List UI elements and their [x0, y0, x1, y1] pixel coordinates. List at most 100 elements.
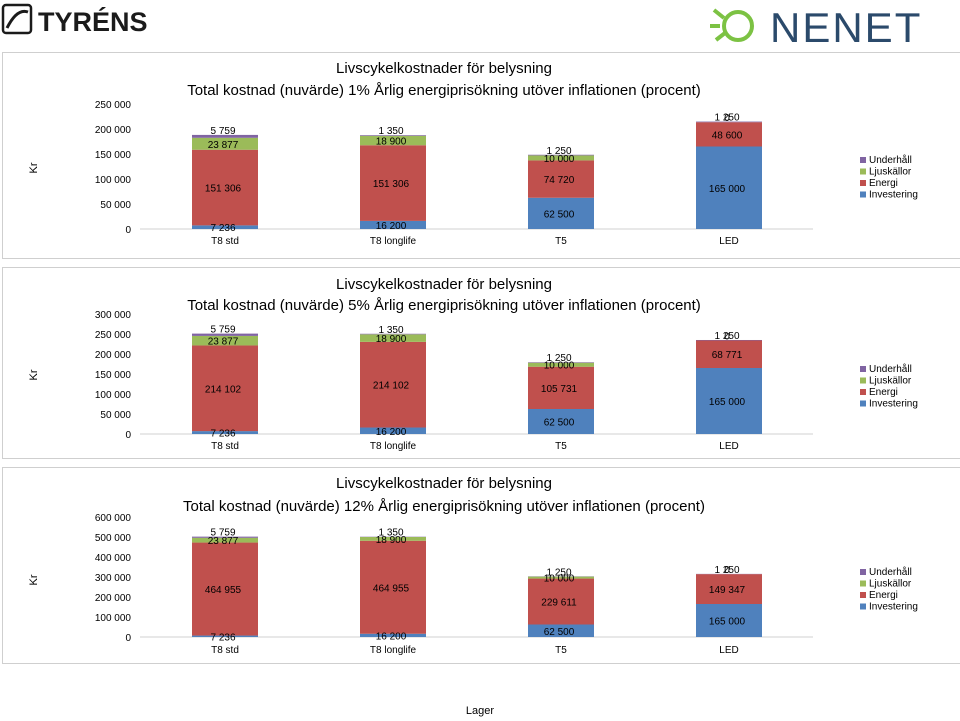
chart-12pct: Livscykelkostnader för belysning Total ko…: [28, 475, 918, 656]
nenet-sun-icon: [710, 8, 754, 42]
data-label-underhall-led: 1 250: [714, 565, 739, 576]
data-label-ljuskallor-led: 0: [724, 565, 730, 576]
y-tick-label: 300 000: [95, 573, 132, 584]
data-label-underhall-t8-std: 5 759: [210, 126, 235, 137]
bar-ljuskallor-t5: [528, 576, 594, 579]
bar-underhall-t8-std: [192, 134, 258, 138]
x-tick-label-led: LED: [719, 236, 738, 247]
x-tick-label-t5: T5: [555, 236, 567, 247]
y-axis-label: Kr: [28, 574, 40, 585]
data-label-energi-t8-std: 464 955: [205, 585, 242, 596]
y-tick-label: 200 000: [95, 125, 132, 136]
bar-investering-t8-longlife: [360, 427, 426, 434]
bar-underhall-led: [696, 339, 762, 341]
y-tick-label: 0: [125, 225, 131, 236]
chart-title: Livscykelkostnader för belysning: [336, 60, 552, 77]
bar-investering-t5: [528, 624, 594, 637]
data-label-energi-t8-longlife: 464 955: [373, 583, 410, 594]
tyrens-logo-mark-curve: [5, 9, 29, 29]
data-label-investering-led: 165 000: [709, 184, 746, 195]
data-label-energi-t8-std: 151 306: [205, 184, 242, 195]
bar-energi-t8-std: [192, 345, 258, 432]
nenet-logo-text: NENET: [770, 4, 922, 48]
nenet-logo: NENET: [710, 4, 922, 48]
chart-subtitle: Total kostnad (nuvärde) 12% Årlig energi…: [183, 498, 705, 515]
legend-swatch-underhall: [860, 366, 866, 372]
bar-energi-t5: [528, 160, 594, 198]
y-tick-label: 100 000: [95, 175, 132, 186]
bar-energi-t8-longlife: [360, 341, 426, 428]
bar-ljuskallor-t8-std: [192, 537, 258, 543]
data-label-ljuskallor-t5: 10 000: [544, 574, 575, 585]
y-tick-label: 0: [125, 633, 131, 644]
bar-ljuskallor-t5: [528, 362, 594, 367]
data-label-energi-led: 149 347: [709, 585, 746, 596]
x-tick-label-t8-longlife: T8 longlife: [370, 645, 417, 656]
bar-investering-led: [696, 146, 762, 229]
data-label-investering-t8-std: 7 236: [210, 223, 235, 234]
y-tick-label: 200 000: [95, 350, 132, 361]
bar-energi-t5: [528, 578, 594, 625]
bar-investering-t8-longlife: [360, 220, 426, 229]
legend-swatch-underhall: [860, 569, 866, 575]
data-label-underhall-led: 1 250: [714, 113, 739, 124]
y-tick-label: 200 000: [95, 593, 132, 604]
tyrens-logo-mark: [1, 3, 33, 35]
y-tick-label: 50 000: [100, 410, 131, 421]
legend-label-investering: Investering: [869, 602, 918, 613]
chart-5pct: Livscykelkostnader för belysning Total ko…: [28, 276, 918, 452]
legend-label-underhall: Underhåll: [869, 363, 912, 375]
y-axis-label: Kr: [28, 369, 40, 380]
bar-ljuskallor-t8-longlife: [360, 334, 426, 342]
x-tick-label-led: LED: [719, 441, 738, 452]
bar-underhall-led: [696, 121, 762, 123]
bar-energi-led: [696, 340, 762, 368]
legend-label-energi: Energi: [869, 178, 898, 189]
data-label-energi-t8-std: 214 102: [205, 384, 242, 395]
legend-swatch-energi: [860, 592, 866, 598]
x-tick-label-t5: T5: [555, 645, 567, 656]
bar-ljuskallor-t8-std: [192, 137, 258, 150]
data-label-investering-t5: 62 500: [544, 627, 575, 638]
data-label-underhall-t5: 1 250: [546, 146, 571, 157]
data-label-investering-led: 165 000: [709, 397, 746, 408]
bar-energi-t8-longlife: [360, 145, 426, 221]
chart-title: Livscykelkostnader för belysning: [336, 276, 552, 293]
data-label-investering-led: 165 000: [709, 617, 746, 628]
data-label-energi-led: 68 771: [712, 350, 743, 361]
legend-label-investering: Investering: [869, 190, 918, 201]
data-label-investering-t8-longlife: 16 200: [376, 427, 407, 438]
x-tick-label-t8-std: T8 std: [211, 441, 239, 452]
legend-swatch-investering: [860, 191, 866, 198]
bar-investering-led: [696, 368, 762, 434]
data-label-investering-t8-std: 7 236: [210, 632, 235, 643]
bar-underhall-t8-std: [192, 333, 258, 336]
y-tick-label: 500 000: [95, 533, 132, 544]
legend-swatch-energi: [860, 389, 866, 395]
bar-underhall-t5: [528, 362, 594, 363]
bar-investering-t8-std: [192, 431, 258, 434]
bar-energi-t8-longlife: [360, 540, 426, 634]
bar-underhall-t8-longlife: [360, 135, 426, 136]
data-label-ljuskallor-t5: 10 000: [544, 154, 575, 165]
chart-panel-5pct: Livscykelkostnader för belysning Total ko…: [2, 267, 960, 459]
bar-ljuskallor-t8-longlife: [360, 135, 426, 146]
data-label-energi-t8-longlife: 214 102: [373, 381, 410, 392]
y-tick-label: 400 000: [95, 553, 132, 564]
bar-energi-t5: [528, 366, 594, 409]
data-label-investering-t8-longlife: 16 200: [376, 631, 407, 642]
legend-label-underhall: Underhåll: [869, 154, 912, 166]
y-tick-label: 0: [125, 430, 131, 441]
legend-label-investering: Investering: [869, 399, 918, 410]
y-tick-label: 100 000: [95, 613, 132, 624]
legend-swatch-energi: [860, 180, 866, 186]
data-label-energi-t5: 229 611: [541, 598, 577, 609]
data-label-energi-t5: 105 731: [541, 384, 578, 395]
bar-investering-t8-std: [192, 635, 258, 637]
legend-label-ljuskallor: Ljuskällor: [869, 167, 912, 178]
bar-investering-t5: [528, 409, 594, 434]
bar-energi-led: [696, 122, 762, 147]
data-label-ljuskallor-t8-longlife: 18 900: [376, 334, 407, 345]
bar-investering-t8-std: [192, 225, 258, 229]
bar-investering-t8-longlife: [360, 633, 426, 637]
